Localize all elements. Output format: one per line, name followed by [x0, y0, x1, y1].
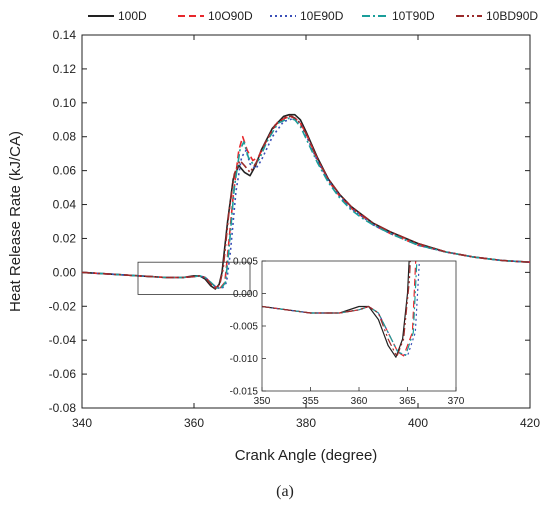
x-tick-label: 360: [184, 416, 204, 430]
inset-x-tick-label: 360: [351, 396, 368, 407]
legend: 100D 10O90D 10E90D 10T90D 10BD90D: [88, 9, 538, 23]
y-tick-label: 0.00: [53, 265, 77, 279]
x-axis: 340 360 380 400 420: [72, 35, 540, 430]
y-tick-label: 0.06: [53, 164, 77, 178]
main-plot: -0.08 -0.06 -0.04 -0.02 0.00 0.02 0.04 0.06 0.08…: [49, 28, 541, 430]
y-tick-label: 0.10: [53, 96, 77, 110]
inset-y-tick-label: 0.005: [233, 257, 258, 268]
inset-x-tick-label: 365: [399, 396, 416, 407]
inset-y-tick-label: 0.000: [233, 289, 258, 300]
inset-y-tick-label: -0.005: [230, 322, 259, 333]
panel-label: (a): [276, 483, 294, 500]
x-axis-title: Crank Angle (degree): [235, 447, 378, 464]
inset-plot: -0.015 -0.010 -0.005 0.000 0.005 350 355 360 36…: [230, 257, 465, 408]
inset-x-tick-label: 370: [448, 396, 465, 407]
y-tick-label: 0.02: [53, 231, 77, 245]
inset-series-line-100D: [262, 261, 410, 358]
y-axis: -0.08 -0.06 -0.04 -0.02 0.00 0.02 0.04 0.06 0.08…: [49, 28, 530, 415]
series-group: [81, 113, 531, 290]
y-axis-title: Heat Release Rate (kJ/CA): [7, 131, 24, 312]
inset-y-axis: -0.015 -0.010 -0.005 0.000 0.005: [230, 257, 266, 398]
inset-y-tick-label: -0.010: [230, 354, 259, 365]
inset-x-axis: 350 355 360 365 370: [254, 387, 465, 407]
inset-x-tick-label: 350: [254, 396, 271, 407]
inset-series-group: [262, 261, 420, 358]
x-tick-label: 340: [72, 416, 92, 430]
y-tick-label: -0.08: [49, 401, 77, 415]
x-tick-label: 380: [296, 416, 316, 430]
inset-background: [262, 261, 456, 391]
inset-series-line-10BD90D: [262, 261, 411, 358]
legend-label-10E90D: 10E90D: [300, 9, 344, 23]
y-tick-label: 0.12: [53, 62, 77, 76]
inset-x-tick-label: 355: [302, 396, 319, 407]
x-tick-label: 400: [408, 416, 428, 430]
y-tick-label: -0.04: [49, 333, 77, 347]
series-line-10BD90D: [81, 115, 531, 290]
y-tick-label: -0.02: [49, 299, 77, 313]
y-tick-label: 0.08: [53, 130, 77, 144]
x-tick-label: 420: [520, 416, 540, 430]
inset-series-line-10O90D: [262, 261, 417, 357]
legend-label-10T90D: 10T90D: [392, 9, 435, 23]
zoom-box: [137, 261, 251, 295]
y-tick-label: 0.14: [53, 28, 77, 42]
y-tick-label: 0.04: [53, 198, 77, 212]
legend-label-100D: 100D: [118, 9, 147, 23]
legend-label-10O90D: 10O90D: [208, 9, 253, 23]
inset-y-tick-label: -0.015: [230, 387, 259, 398]
y-tick-label: -0.06: [49, 367, 77, 381]
legend-label-10BD90D: 10BD90D: [486, 9, 538, 23]
